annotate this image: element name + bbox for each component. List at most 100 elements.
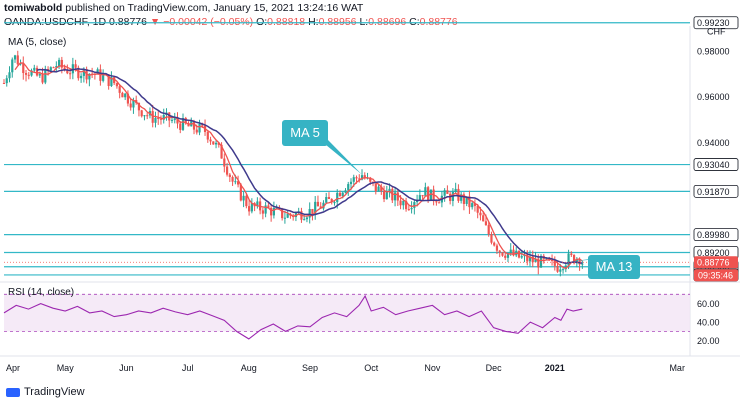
candle-body — [429, 189, 432, 201]
candle-body — [250, 203, 253, 212]
candle-body — [473, 203, 477, 206]
candle-body — [303, 219, 306, 221]
level-label: 0.89980 — [697, 230, 730, 240]
rsi-tick-label: 40.00 — [697, 318, 720, 328]
candle-body — [206, 132, 209, 140]
price-tick-label: 0.94000 — [697, 138, 730, 148]
callout-ma5: MA 5 — [282, 120, 363, 175]
candle-body — [137, 102, 141, 111]
candle-body — [110, 77, 113, 86]
candle-body — [479, 212, 482, 216]
price-tick-label: 0.96000 — [697, 92, 730, 102]
publish-info: published on TradingView.com, January 15… — [65, 2, 364, 14]
candle-body — [575, 258, 578, 264]
candle-body — [151, 111, 154, 123]
level-label: 0.93040 — [697, 160, 730, 170]
callout-label: MA 5 — [290, 125, 320, 140]
candle-body — [13, 55, 17, 60]
candle-body — [531, 256, 534, 263]
candle-body — [225, 166, 229, 175]
candle-body — [380, 186, 383, 192]
candle-body — [484, 221, 488, 226]
candle-body — [327, 197, 331, 200]
candle-body — [385, 191, 388, 200]
tradingview-logo[interactable]: TradingView — [6, 386, 85, 398]
candle-body — [16, 55, 19, 65]
candle-body — [55, 66, 58, 68]
candle-body — [347, 184, 350, 191]
candle-body — [427, 187, 430, 201]
candle-body — [476, 205, 479, 213]
candle-body — [38, 74, 41, 76]
candle-body — [393, 192, 397, 201]
candle-body — [256, 201, 259, 207]
candle-body — [438, 202, 441, 204]
candle-body — [212, 141, 215, 145]
candle-body — [314, 201, 317, 215]
candle-body — [11, 59, 14, 73]
candle-body — [129, 103, 132, 108]
ma-legend[interactable]: MA (5, close) — [8, 37, 67, 48]
candle-body — [286, 213, 289, 218]
candle-body — [435, 201, 438, 203]
candle-body — [82, 69, 85, 76]
rsi-legend[interactable]: RSI (14, close) — [8, 287, 75, 298]
candle-body — [44, 68, 47, 83]
last-price-tag — [694, 256, 738, 269]
candle-body — [22, 62, 25, 74]
time-tick-label: Mar — [669, 363, 685, 373]
candle-body — [349, 181, 353, 185]
candle-body — [157, 117, 160, 119]
candle-body — [195, 129, 198, 133]
candle-body — [382, 191, 386, 200]
callout-box — [282, 120, 328, 146]
candle-body — [57, 59, 61, 67]
countdown-tag — [694, 269, 738, 282]
candle-body — [424, 187, 427, 197]
low-value: 0.88696 — [368, 16, 407, 28]
candle-body — [60, 59, 63, 68]
candle-body — [121, 92, 124, 98]
candle-body — [487, 225, 490, 235]
price-tick-label: 0.98000 — [697, 46, 730, 56]
level-label-box — [693, 184, 739, 198]
candle-body — [570, 253, 573, 255]
candle-body — [501, 252, 504, 256]
candle-body — [264, 205, 267, 214]
candle-body — [2, 82, 6, 84]
candle-body — [281, 208, 284, 219]
candle-body — [170, 119, 174, 121]
candle-body — [88, 73, 91, 80]
candle-body — [572, 254, 576, 264]
level-label-box — [693, 16, 739, 30]
candle-body — [198, 123, 201, 133]
candles — [2, 50, 584, 277]
candle-body — [512, 249, 515, 256]
candle-body — [24, 73, 28, 75]
candle-body — [162, 114, 165, 120]
symbol-label[interactable]: OANDA:USDCHF, 1D — [4, 16, 107, 28]
candle-body — [471, 203, 474, 208]
candle-body — [465, 196, 468, 204]
candle-body — [402, 200, 405, 206]
level-label: 0.99230 — [697, 18, 730, 28]
time-tick-label: May — [57, 363, 75, 373]
level-label: 0.89200 — [697, 248, 730, 258]
candle-body — [462, 194, 466, 204]
candle-body — [272, 208, 275, 216]
candle-body — [377, 186, 380, 192]
candle-body — [187, 123, 190, 127]
publisher-name[interactable]: tomiwabold — [4, 2, 63, 14]
candle-body — [102, 75, 105, 81]
candle-body — [338, 192, 342, 197]
candle-body — [30, 70, 33, 76]
candle-body — [336, 192, 339, 203]
candle-body — [550, 259, 554, 261]
candle-body — [539, 255, 543, 268]
countdown-label: 09:35:46 — [698, 271, 733, 281]
callout-pointer — [320, 140, 363, 175]
candle-body — [115, 83, 119, 87]
time-tick-label: 2021 — [545, 363, 565, 373]
candle-body — [242, 195, 245, 201]
